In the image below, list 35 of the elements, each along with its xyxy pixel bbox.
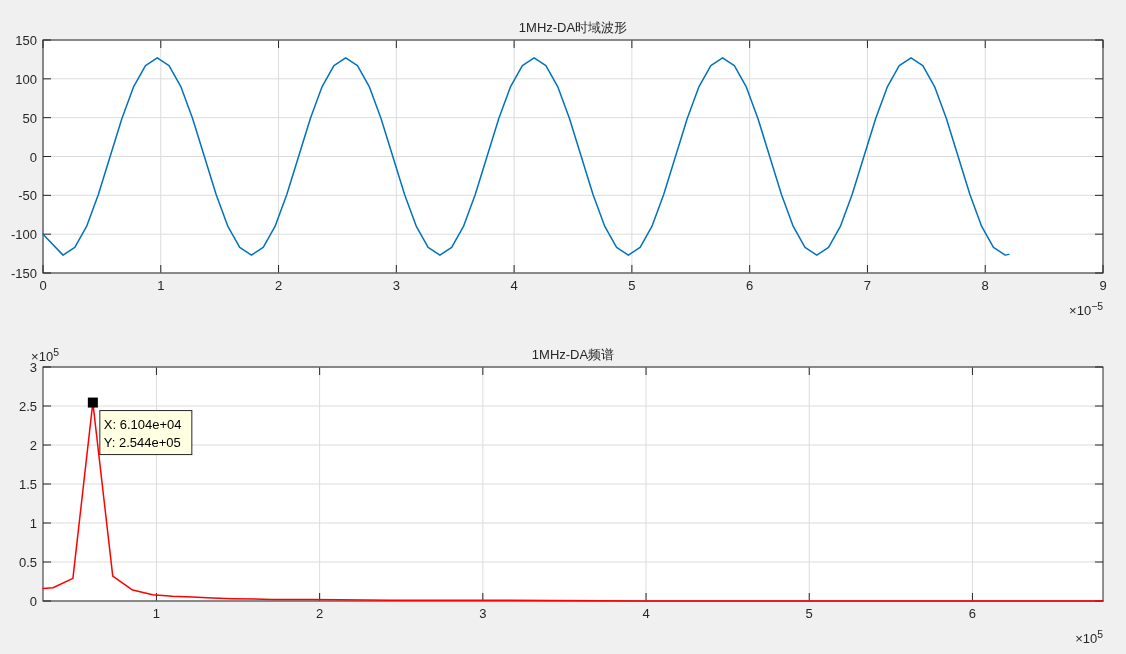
ytick: -100 (10, 227, 37, 243)
xtick: 7 (863, 278, 872, 293)
ytick: 0.5 (18, 555, 37, 570)
xtick: 3 (392, 278, 400, 293)
xtick: 2 (274, 278, 283, 293)
xtick: 0 (39, 278, 47, 293)
xtick: 8 (981, 278, 989, 293)
xtick: 4 (510, 278, 518, 293)
xtick: 9 (1099, 278, 1107, 293)
ytick: 1 (29, 516, 37, 531)
title: 1MHz-DA时域波形 (518, 20, 628, 35)
ytick: 0 (29, 594, 37, 609)
annotation: ×10$^{−5}$ (1069, 300, 1103, 318)
ytick: 2.5 (18, 399, 37, 414)
ytick: 100 (15, 71, 37, 87)
ytick: 0 (29, 149, 37, 165)
xtick: 3 (479, 606, 487, 621)
xtick: 1 (157, 278, 165, 293)
ytick: 150 (15, 33, 37, 48)
xtick: 6 (968, 606, 977, 621)
xtick: 2 (316, 606, 324, 621)
annotation: X: 6.104e+04 (103, 416, 182, 432)
xtick: 4 (642, 606, 650, 621)
annotation: Y: 2.544e+05 (103, 434, 181, 450)
ytick: 1.5 (18, 477, 37, 492)
ytick: 50 (22, 110, 37, 126)
xtick: 1 (152, 606, 161, 621)
ytick: -50 (18, 188, 37, 204)
ytick: 2 (29, 438, 37, 453)
xtick: 5 (628, 278, 636, 293)
xtick: 5 (805, 606, 813, 621)
title: 1MHz-DA频谱 (531, 347, 615, 362)
xtick: 6 (746, 278, 754, 293)
ytick: -150 (10, 266, 37, 281)
annotation: ×10$^{5}$ (1075, 628, 1103, 646)
